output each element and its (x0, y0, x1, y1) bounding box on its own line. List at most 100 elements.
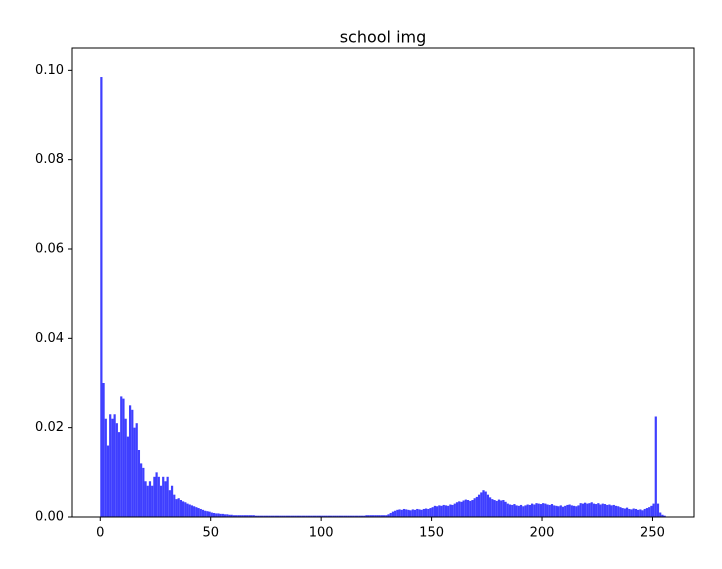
bar (177, 498, 180, 517)
bar (634, 508, 638, 517)
bar (641, 510, 644, 517)
bar (418, 509, 421, 517)
bar (199, 508, 202, 517)
bar (276, 515, 280, 517)
bar (522, 506, 525, 517)
bar (307, 515, 311, 517)
bar (363, 515, 366, 517)
bar (111, 418, 114, 517)
bar (394, 510, 397, 517)
bar (586, 503, 589, 517)
bar (656, 503, 660, 517)
bar (637, 509, 640, 517)
bar (413, 509, 417, 517)
bar (537, 503, 540, 517)
bar (162, 476, 165, 517)
bar (548, 504, 551, 517)
bar (210, 512, 213, 517)
bar (519, 504, 523, 517)
bar (477, 494, 481, 517)
bar (144, 481, 147, 517)
bar (575, 506, 578, 517)
bar (524, 505, 527, 517)
bar (389, 512, 392, 517)
bar (193, 506, 196, 517)
bar (310, 515, 313, 517)
bar (223, 514, 227, 517)
bar (475, 496, 478, 517)
bar (274, 515, 277, 517)
bar (226, 514, 229, 517)
bar (352, 515, 355, 517)
bar (265, 515, 269, 517)
bar (590, 502, 593, 517)
bar (460, 501, 463, 517)
bar (270, 515, 273, 517)
bar (383, 515, 386, 517)
bar (407, 509, 410, 517)
bar (312, 515, 315, 517)
bar (201, 509, 205, 517)
bar (429, 508, 432, 517)
bar (254, 515, 258, 517)
bar (466, 500, 470, 517)
bar (497, 499, 501, 517)
y-tick-label: 0.10 (35, 63, 64, 78)
bar (464, 499, 467, 517)
plot-frame (71, 47, 695, 518)
bar (480, 492, 483, 517)
bar (645, 508, 649, 517)
bar (296, 515, 300, 517)
bar (151, 485, 154, 517)
bar (484, 491, 487, 517)
bar (398, 509, 401, 517)
bar (630, 509, 633, 517)
bar (530, 503, 534, 517)
bar (345, 515, 348, 517)
bar (491, 499, 494, 517)
bar (546, 504, 549, 517)
bar (581, 503, 585, 517)
bar (555, 505, 558, 517)
bar (422, 508, 425, 517)
bar (243, 515, 247, 517)
bar (349, 515, 353, 517)
bar (246, 515, 249, 517)
bar (181, 501, 185, 517)
bar (376, 515, 379, 517)
bar (126, 436, 129, 517)
bar (261, 515, 264, 517)
bar (135, 423, 138, 517)
bar (566, 504, 569, 517)
bar (321, 515, 324, 517)
bar (120, 396, 123, 517)
bar (148, 481, 152, 517)
bar (228, 514, 231, 517)
bar (305, 515, 308, 517)
bar (595, 504, 598, 517)
bar (292, 515, 295, 517)
bar (544, 503, 547, 517)
bar (334, 515, 337, 517)
bar (411, 509, 414, 517)
bar (584, 502, 587, 517)
bar (610, 505, 613, 517)
chart-title: school img (340, 28, 427, 47)
x-tick-label: 250 (640, 526, 665, 541)
bar (106, 445, 110, 517)
bar (100, 77, 103, 518)
bar (285, 515, 289, 517)
bar (420, 509, 423, 517)
bar (221, 513, 224, 517)
bar (133, 427, 136, 517)
bar (542, 503, 545, 517)
bar (283, 515, 286, 517)
bar (453, 503, 456, 517)
bar (268, 515, 271, 517)
bar (128, 405, 132, 517)
bar (124, 418, 127, 517)
bar (153, 476, 156, 517)
bar (489, 497, 492, 517)
bar (643, 508, 646, 517)
